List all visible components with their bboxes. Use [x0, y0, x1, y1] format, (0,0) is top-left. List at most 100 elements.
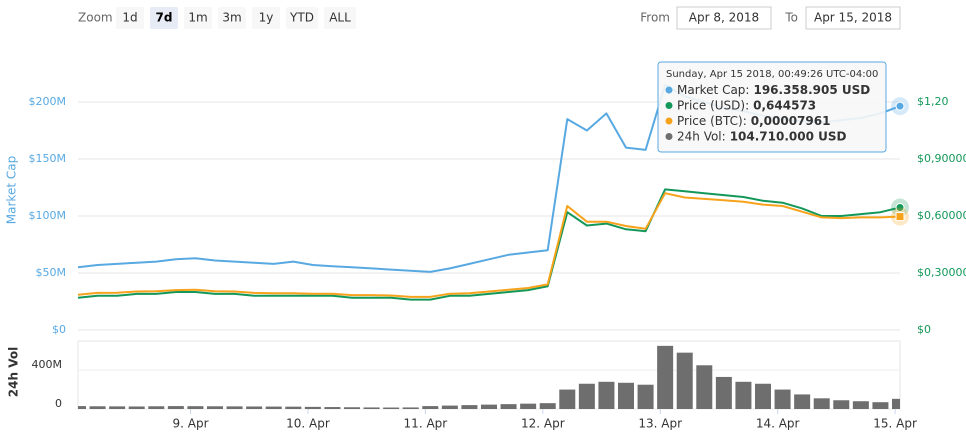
- y2-tick-label: $0,30000: [917, 266, 966, 279]
- x-tick-label: 10. Apr: [286, 417, 330, 431]
- to-input[interactable]: [805, 6, 901, 30]
- from-label: From: [640, 11, 670, 25]
- volume-bar: [578, 383, 595, 409]
- zoom-button[interactable]: [324, 7, 356, 29]
- to-value[interactable]: Apr 15, 2018: [814, 11, 892, 25]
- volume-bar: [265, 406, 282, 409]
- volume-bar: [148, 406, 165, 409]
- x-tick-label: 9. Apr: [173, 417, 209, 431]
- tooltip: Sunday, Apr 15 2018, 00:49:26 UTC-04:00 M…: [657, 61, 887, 153]
- volume-bar: [520, 403, 537, 409]
- zoom-button-label[interactable]: ALL: [329, 11, 351, 25]
- volume-bar: [363, 407, 380, 409]
- y-tick-label: $100M: [29, 209, 67, 222]
- x-tick-label: 15. Apr: [873, 417, 917, 431]
- volume-bar: [794, 394, 811, 409]
- volume-bar: [833, 400, 850, 409]
- zoom-button[interactable]: [150, 7, 178, 29]
- tooltip-value: 104.710.000 USD: [730, 129, 847, 143]
- tooltip-value: 0,644573: [753, 98, 816, 112]
- tooltip-label: Price (BTC):: [677, 114, 747, 128]
- zoom-button[interactable]: [286, 7, 318, 29]
- volume-bar: [246, 406, 263, 409]
- tooltip-label: 24h Vol:: [677, 129, 726, 143]
- volume-bar: [89, 406, 106, 409]
- y2-tick-label: $1,20: [917, 95, 949, 108]
- tooltip-row: Price (BTC): 0,00007961: [677, 114, 830, 128]
- volume-bar: [872, 402, 889, 409]
- volume-bar: [657, 345, 674, 409]
- y2-tick-label: $0: [917, 323, 931, 336]
- volume-bar: [285, 406, 302, 409]
- series-line: [77, 188, 901, 301]
- x-tick-label: 14. Apr: [756, 417, 800, 431]
- hover-marker: [895, 203, 905, 213]
- volume-tick-label: 0: [55, 397, 62, 410]
- x-tick-label: 11. Apr: [404, 417, 448, 431]
- volume-bar: [207, 406, 223, 409]
- volume-bar: [109, 406, 126, 409]
- volume-bar: [441, 405, 458, 409]
- volume-bar: [187, 406, 204, 409]
- volume-bar: [304, 406, 321, 409]
- to-label: To: [784, 11, 798, 25]
- volume-bar: [598, 381, 615, 409]
- volume-bar: [324, 407, 341, 409]
- hover-marker: [895, 101, 905, 111]
- volume-bar: [128, 406, 145, 409]
- zoom-button[interactable]: [184, 7, 212, 29]
- volume-bar: [167, 406, 184, 409]
- zoom-button[interactable]: [218, 7, 246, 29]
- volume-bar: [500, 404, 517, 409]
- y2-tick-label: $0,60000: [917, 209, 966, 222]
- x-tick-label: 12. Apr: [521, 417, 565, 431]
- volume-bar: [539, 403, 556, 409]
- volume-bar: [892, 398, 900, 409]
- volume-tick-label: 400M: [32, 358, 63, 371]
- volume-bar: [813, 398, 830, 409]
- y-tick-label: $0: [52, 323, 66, 336]
- volume-bar: [755, 383, 771, 409]
- volume-bar: [559, 389, 576, 409]
- zoom-button-label[interactable]: 1d: [122, 11, 137, 25]
- zoom-button-label[interactable]: 7d: [156, 11, 173, 25]
- zoom-button-label[interactable]: 3m: [222, 11, 241, 25]
- y-tick-label: $150M: [29, 152, 67, 165]
- volume-bar: [774, 389, 791, 409]
- zoom-button-label[interactable]: YTD: [289, 11, 314, 25]
- y-tick-label: $200M: [29, 95, 67, 108]
- volume-bar: [618, 382, 634, 409]
- volume-bar: [461, 405, 478, 409]
- tooltip-value: 0,00007961: [751, 114, 831, 128]
- y-axis-title: Market Cap: [5, 156, 19, 224]
- tooltip-dot: [665, 133, 673, 140]
- zoom-button[interactable]: [252, 7, 280, 29]
- tooltip-row: Market Cap: 196.358.905 USD: [677, 83, 870, 97]
- zoom-label: Zoom: [78, 11, 113, 25]
- y2-tick-label: $0,90000: [917, 152, 966, 165]
- tooltip-box: [657, 61, 887, 153]
- volume-bar: [78, 406, 86, 409]
- zoom-button-label[interactable]: 1m: [188, 11, 207, 25]
- volume-bar: [735, 381, 752, 409]
- tooltip-dot: [665, 117, 673, 125]
- volume-bar: [402, 407, 419, 409]
- volume-bar: [226, 406, 243, 409]
- tooltip-label: Market Cap:: [677, 83, 749, 97]
- tooltip-label: Price (USD):: [677, 98, 749, 112]
- from-value[interactable]: Apr 8, 2018: [689, 11, 759, 25]
- volume-bar: [422, 406, 439, 409]
- volume-bar: [852, 401, 869, 409]
- zoom-button-label[interactable]: 1y: [259, 11, 274, 25]
- volume-bar: [481, 404, 497, 409]
- volume-bar: [715, 376, 732, 409]
- y-axis-title: 24h Vol: [7, 347, 21, 397]
- zoom-button[interactable]: [116, 7, 144, 29]
- volume-bar: [676, 352, 693, 409]
- tooltip-dot: [665, 86, 673, 94]
- tooltip-dot: [665, 102, 673, 109]
- from-input[interactable]: [676, 6, 772, 30]
- volume-bar: [383, 407, 400, 409]
